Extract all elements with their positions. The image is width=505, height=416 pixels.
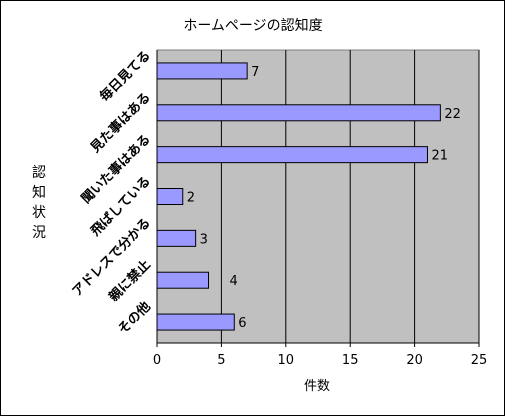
bar-value-label-1: 22	[444, 107, 461, 122]
bar-value-label-3: 2	[187, 191, 195, 206]
x-axis-label: 件数	[304, 379, 330, 394]
x-tick-label-1: 5	[217, 353, 225, 368]
plot-area	[156, 49, 480, 344]
y-axis-label-char-3: 況	[32, 225, 46, 241]
bar-4	[156, 229, 197, 247]
data-labels: 7 22 21 2 3 4 6	[187, 65, 461, 331]
x-tick-label-3: 15	[342, 353, 359, 368]
y-axis-label-char-2: 状	[32, 205, 46, 221]
bar-5	[156, 271, 210, 289]
x-tick-label-0: 0	[153, 353, 161, 368]
x-axis-ticks: 0 5 10 15 20 25	[153, 343, 487, 368]
bar-1	[156, 104, 441, 122]
bar-value-label-4: 3	[200, 232, 208, 247]
bar-2	[156, 146, 428, 164]
bar-value-label-0: 7	[251, 65, 259, 80]
grid-lines	[156, 50, 480, 344]
x-tick-label-4: 20	[406, 353, 423, 368]
bar-0	[156, 62, 248, 80]
category-label-6: その他	[115, 299, 154, 338]
bar-value-label-2: 21	[431, 149, 448, 164]
bars	[156, 62, 441, 331]
bar-6	[156, 313, 235, 331]
chart-title: ホームページの認知度	[183, 17, 322, 34]
bar-value-label-6: 6	[238, 316, 246, 331]
y-axis-label-char-0: 認	[32, 165, 46, 181]
category-label-4: アドレスで分かる	[69, 215, 154, 300]
y-axis-label: 認知状況	[32, 165, 46, 241]
x-tick-label-5: 25	[471, 353, 488, 368]
y-axis-label-char-1: 知	[32, 184, 46, 201]
bar-3	[156, 188, 184, 205]
x-tick-label-2: 10	[278, 353, 295, 368]
bar-value-label-5: 4	[230, 274, 238, 289]
